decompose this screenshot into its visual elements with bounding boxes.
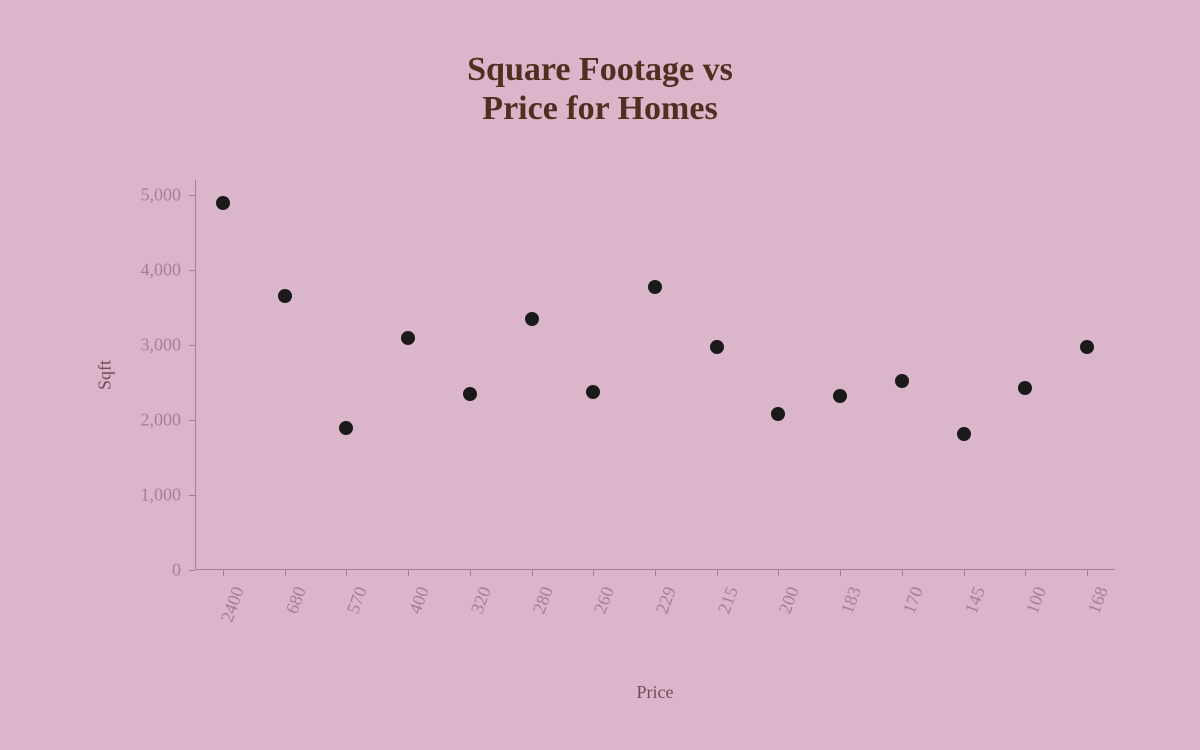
x-tick-label: 145 bbox=[960, 584, 989, 617]
chart-title: Square Footage vs Price for Homes bbox=[0, 50, 1200, 128]
y-tick-label: 1,000 bbox=[141, 485, 196, 506]
x-tick-mark bbox=[1087, 570, 1088, 576]
scatter-point bbox=[278, 289, 292, 303]
scatter-point bbox=[525, 312, 539, 326]
x-tick-mark bbox=[902, 570, 903, 576]
x-tick-mark bbox=[408, 570, 409, 576]
scatter-point bbox=[1018, 381, 1032, 395]
x-tick-mark bbox=[285, 570, 286, 576]
y-tick-label: 0 bbox=[172, 560, 195, 581]
x-tick-label: 320 bbox=[467, 584, 496, 617]
y-tick-label: 4,000 bbox=[141, 260, 196, 281]
scatter-point bbox=[401, 331, 415, 345]
scatter-point bbox=[710, 340, 724, 354]
x-tick-mark bbox=[223, 570, 224, 576]
x-tick-label: 280 bbox=[528, 584, 557, 617]
y-tick-label: 5,000 bbox=[141, 185, 196, 206]
x-tick-mark bbox=[778, 570, 779, 576]
scatter-point bbox=[216, 196, 230, 210]
x-tick-mark bbox=[717, 570, 718, 576]
scatter-point bbox=[1080, 340, 1094, 354]
plot-area: 01,0002,0003,0004,0005,00024006805704003… bbox=[195, 180, 1115, 570]
scatter-point bbox=[339, 421, 353, 435]
x-tick-label: 570 bbox=[343, 584, 372, 617]
scatter-point bbox=[957, 427, 971, 441]
x-tick-mark bbox=[593, 570, 594, 576]
x-tick-label: 260 bbox=[590, 584, 619, 617]
x-tick-mark bbox=[346, 570, 347, 576]
scatter-point bbox=[648, 280, 662, 294]
scatter-point bbox=[771, 407, 785, 421]
x-tick-label: 200 bbox=[775, 584, 804, 617]
x-tick-label: 400 bbox=[405, 584, 434, 617]
x-tick-label: 2400 bbox=[217, 584, 249, 625]
x-tick-mark bbox=[532, 570, 533, 576]
scatter-point bbox=[833, 389, 847, 403]
x-tick-label: 168 bbox=[1084, 584, 1113, 617]
x-tick-mark bbox=[655, 570, 656, 576]
x-tick-label: 183 bbox=[837, 584, 866, 617]
x-tick-label: 170 bbox=[899, 584, 928, 617]
x-axis-title: Price bbox=[637, 682, 674, 703]
scatter-point bbox=[586, 385, 600, 399]
x-tick-label: 100 bbox=[1022, 584, 1051, 617]
x-tick-mark bbox=[470, 570, 471, 576]
x-tick-label: 229 bbox=[652, 584, 681, 617]
x-tick-mark bbox=[964, 570, 965, 576]
y-tick-label: 2,000 bbox=[141, 410, 196, 431]
y-tick-label: 3,000 bbox=[141, 335, 196, 356]
chart-canvas: Square Footage vs Price for Homes Sqft P… bbox=[0, 0, 1200, 750]
scatter-point bbox=[895, 374, 909, 388]
y-axis-line bbox=[195, 180, 196, 570]
x-tick-mark bbox=[840, 570, 841, 576]
scatter-point bbox=[463, 387, 477, 401]
x-tick-label: 680 bbox=[281, 584, 310, 617]
y-axis-title: Sqft bbox=[95, 360, 116, 390]
x-tick-label: 215 bbox=[713, 584, 742, 617]
x-tick-mark bbox=[1025, 570, 1026, 576]
